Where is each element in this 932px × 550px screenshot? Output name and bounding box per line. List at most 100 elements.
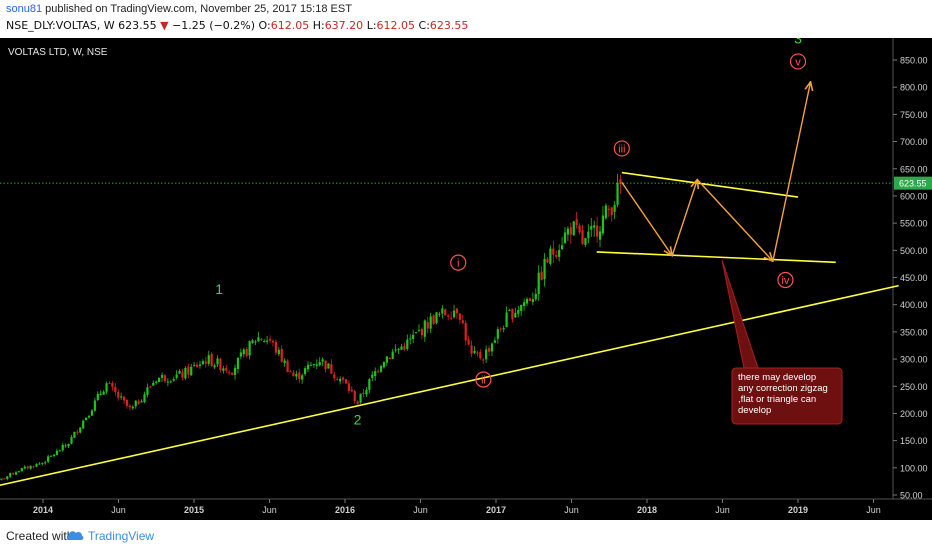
candle-body [204, 361, 207, 364]
x-tick-label: Jun [413, 505, 428, 515]
annotation-text: any correction zigzag [738, 383, 828, 394]
footer: Created with TradingView [0, 520, 932, 550]
low-value: 612.05 [376, 19, 416, 32]
candle-body [412, 334, 415, 339]
y-tick-label: 550.00 [900, 219, 928, 229]
y-tick-label: 800.00 [900, 83, 928, 93]
high-label: H: [312, 19, 325, 32]
candle-body [528, 298, 532, 301]
candle-body [166, 381, 169, 383]
chart-header: sonu81 published on TradingView.com, Nov… [0, 0, 932, 38]
x-tick-label: 2015 [184, 505, 204, 515]
candle-body [610, 207, 613, 216]
candle-body [102, 391, 105, 395]
candle-body [213, 365, 216, 368]
last-price: 623.55 [118, 19, 157, 32]
candle-body [607, 208, 610, 210]
last-price-tag [894, 176, 932, 190]
candle-body [286, 360, 289, 373]
candle-body [55, 450, 59, 456]
candle-body [540, 271, 543, 281]
price-chart[interactable]: 50.00 100.00 150.00 200.00 250.00 300.00 350.0… [0, 31, 932, 520]
y-tick-label: 50.00 [900, 491, 923, 501]
candle-body [12, 473, 15, 475]
candle-body [125, 400, 129, 406]
candle-body [87, 415, 91, 418]
candle-body [312, 364, 315, 366]
candle-body [140, 401, 143, 403]
tradingview-link[interactable]: TradingView [88, 529, 155, 543]
trendline [0, 284, 899, 487]
candle-body [339, 378, 342, 382]
candle-body [382, 362, 386, 368]
candle-body [49, 455, 53, 457]
candle-body [239, 352, 242, 357]
candle-body [420, 329, 424, 336]
candle-body [601, 215, 605, 234]
candle-body [514, 312, 517, 318]
candle-body [137, 401, 140, 404]
candle-body [64, 445, 67, 447]
y-tick-label: 100.00 [900, 463, 928, 473]
wave-label: 3 [794, 38, 802, 47]
candle-body [426, 322, 429, 329]
candle-body [575, 219, 578, 226]
candle-body [277, 349, 280, 355]
candle-body [6, 476, 9, 479]
candle-body [216, 358, 219, 365]
candle-body [315, 364, 318, 366]
candle-body [160, 375, 164, 378]
candle-body [324, 360, 327, 370]
candle-body [464, 323, 467, 341]
candle-body [525, 298, 529, 304]
candle-body [228, 372, 231, 374]
annotation-box [731, 367, 843, 425]
candle-body [99, 393, 102, 395]
symbol-label[interactable]: NSE_DLY:VOLTAS, W [6, 19, 115, 32]
down-arrow-icon: ▼ [160, 19, 169, 32]
candle-body [181, 372, 184, 378]
x-tick-label: 2016 [335, 505, 355, 515]
candle-body [435, 312, 438, 324]
candle-body [175, 374, 178, 378]
open-label: O: [258, 19, 271, 32]
candle-body [502, 328, 505, 330]
candle-body [552, 248, 555, 255]
annotation-text: ,flat or triangle can [738, 394, 816, 405]
candle-body [470, 345, 473, 354]
chart-area[interactable]: 50.00 100.00 150.00 200.00 250.00 300.00 350.0… [0, 31, 932, 520]
author-link[interactable]: sonu81 [6, 3, 43, 15]
wave-label-circle [450, 254, 467, 271]
candle-body [590, 226, 593, 230]
candle-body [79, 427, 82, 433]
candle-body [490, 343, 494, 352]
candle-body [0, 478, 3, 480]
candle-body [149, 386, 152, 388]
price-change: −1.25 (−0.2%) [172, 19, 256, 32]
y-tick-label: 300.00 [900, 355, 928, 365]
annotation-text: there may develop [738, 372, 816, 383]
wave-label-circle [777, 271, 794, 289]
candle-body [385, 356, 388, 363]
y-tick-label: 700.00 [900, 137, 928, 147]
candle-body [85, 417, 88, 421]
candle-body [321, 359, 324, 362]
candle-body [566, 228, 570, 235]
candle-body [268, 339, 272, 341]
candle-body [496, 329, 499, 339]
wave-label: 2 [354, 411, 362, 427]
candle-body [543, 258, 546, 280]
wave-label-circle [475, 371, 492, 388]
candle-body [35, 463, 38, 467]
tradingview-cloud-icon [66, 528, 84, 546]
candle-body [394, 349, 397, 351]
candle-body [306, 364, 310, 370]
publish-info: sonu81 published on TradingView.com, Nov… [6, 3, 352, 15]
candle-body [225, 368, 228, 371]
candle-body [271, 340, 275, 343]
candle-body [52, 454, 56, 457]
candle-body [537, 272, 540, 294]
candle-body [155, 381, 158, 383]
y-tick-label: 150.00 [900, 436, 928, 446]
y-tick-label: 400.00 [900, 300, 928, 310]
